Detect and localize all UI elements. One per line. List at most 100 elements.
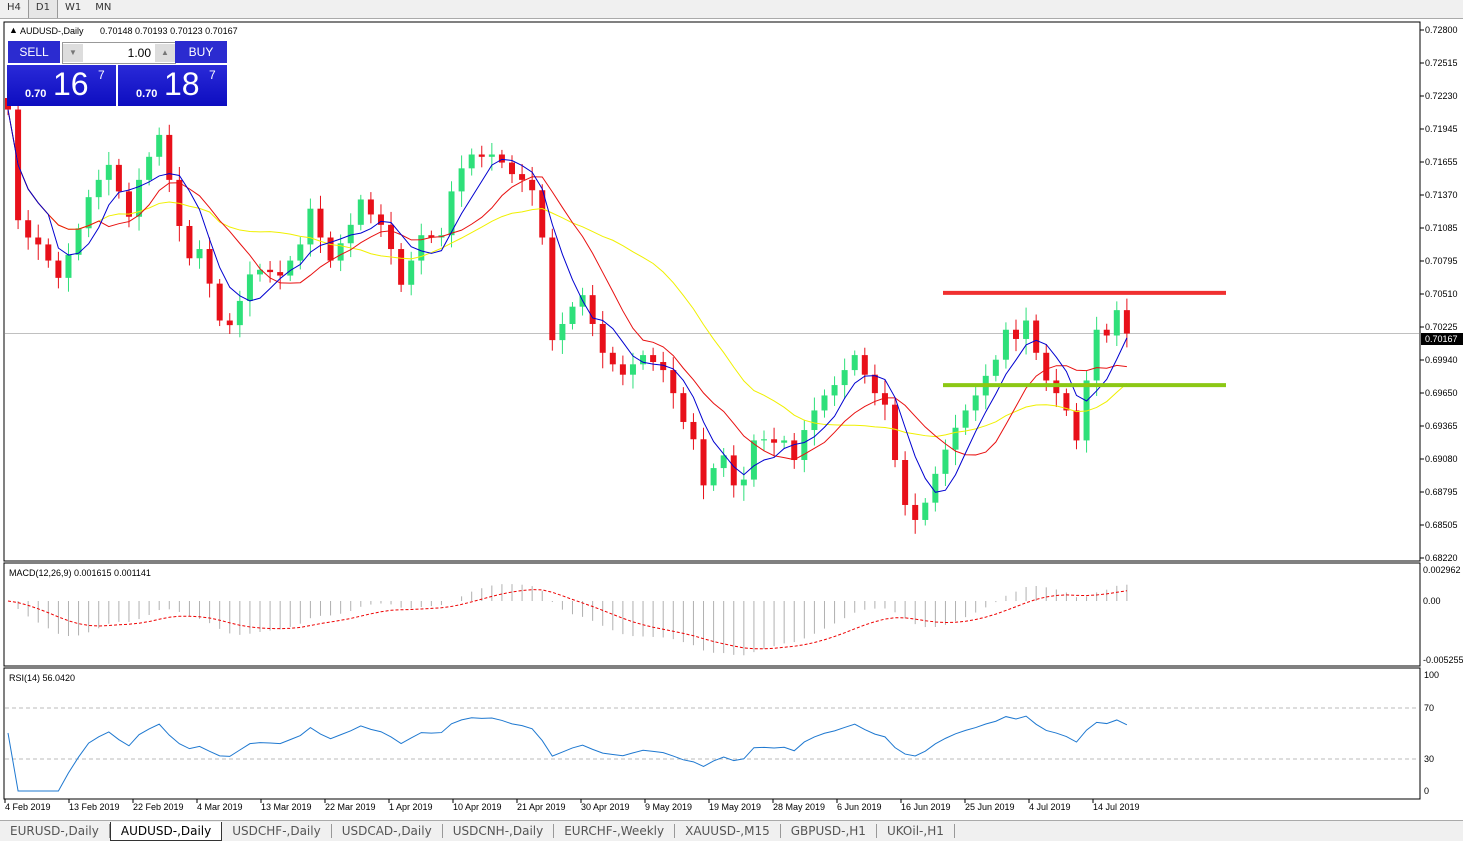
candle-body [831,385,838,396]
price-tick-label: 0.70225 [1425,322,1458,332]
chart-ohlc: 0.70148 0.70193 0.70123 0.70167 [100,26,238,36]
candle-body [609,352,616,365]
sell-button[interactable]: SELL [8,41,60,63]
price-tick-label: 0.71370 [1425,190,1458,200]
candle-body [861,355,868,375]
lot-size-input[interactable]: 1.00 [127,46,151,60]
symbol-tab[interactable]: USDCAD-,Daily [332,824,443,838]
candle-body [357,199,364,225]
candle-body [1073,410,1080,441]
candle-body [811,410,818,431]
candle-body [1123,310,1130,334]
symbol-tab[interactable]: XAUUSD-,M15 [675,824,781,838]
candle-body [105,164,112,180]
buy-price[interactable]: 0.70 18 7 [118,65,227,106]
symbol-tab[interactable]: USDCNH-,Daily [443,824,555,838]
candle-body [388,224,395,250]
macd-axis-label: 0.002962 [1423,565,1461,575]
candle-body [720,455,727,469]
candle-body [307,208,314,245]
price-tick-label: 0.69365 [1425,421,1458,431]
candle-body [559,323,566,341]
candle-body [509,162,515,175]
candle-body [468,154,475,169]
time-tick-label: 19 May 2019 [709,802,761,812]
candle-body [680,393,687,422]
current-price-tag [1421,333,1463,345]
candle-body [640,355,647,365]
candle-body [1093,329,1100,381]
candle-body [196,249,203,259]
ma-fast-line [7,109,1128,493]
candle-body [1103,329,1110,336]
symbol-tab[interactable]: GBPUSD-,H1 [781,824,877,838]
candle-body [327,237,334,261]
candle-body [629,364,636,375]
buy-price-pips: 18 [164,66,200,102]
candle-body [488,154,495,157]
increase-lot-icon[interactable]: ▲ [155,44,175,62]
candle-body [922,502,929,520]
tab-w1[interactable]: W1 [64,2,82,13]
time-tick-label: 25 Jun 2019 [965,802,1015,812]
symbol-tab[interactable]: UKOil-,H1 [877,824,955,838]
candle-body [821,395,828,411]
candle-body [267,269,274,273]
symbol-tab[interactable]: AUDUSD-,Daily [109,821,223,841]
tab-mn[interactable]: MN [95,2,112,13]
chart-symbol: AUDUSD-,Daily [20,26,84,36]
candle-body [136,179,143,217]
candle-body [45,244,52,261]
lot-size-stepper[interactable]: ▼ 1.00 ▲ [62,42,176,64]
price-tick-label: 0.69080 [1425,454,1458,464]
macd-label: MACD(12,26,9) 0.001615 0.001141 [9,568,151,578]
tab-h4[interactable]: H4 [7,2,21,13]
time-tick-label: 22 Mar 2019 [325,802,376,812]
rsi-axis-label: 0 [1424,786,1429,796]
candle-body [125,191,132,217]
candle-body [458,168,465,192]
one-click-trading-panel: SELL ▼ 1.00 ▲ BUY 0.70 16 7 0.70 18 7 [7,41,227,106]
candle-body [670,370,677,394]
sell-price-prefix: 0.70 [25,88,47,100]
collapse-triangle-icon[interactable]: ▲ [9,25,18,35]
sell-price[interactable]: 0.70 16 7 [7,65,116,106]
candle-body [871,374,878,394]
candle-body [771,439,778,443]
price-tick-label: 0.69940 [1425,355,1458,365]
buy-price-fraction: 7 [209,68,216,82]
candle-body [377,214,384,225]
buy-button[interactable]: BUY [175,41,227,63]
symbol-tab[interactable]: USDCHF-,Daily [222,824,332,838]
candle-body [992,359,999,376]
price-tick-label: 0.68795 [1425,487,1458,497]
price-tick-label: 0.70510 [1425,289,1458,299]
timeframe-toolbar: H4 D1 W1 MN [0,0,1463,19]
time-tick-label: 21 Apr 2019 [517,802,566,812]
macd-pane [3,562,1421,667]
decrease-lot-icon[interactable]: ▼ [63,44,83,62]
chart-canvas[interactable]: ▲ AUDUSD-,Daily 0.70148 0.70193 0.70123 … [0,0,1463,820]
rsi-axis-label: 70 [1424,703,1434,713]
candle-body [589,295,596,324]
time-tick-label: 28 May 2019 [773,802,825,812]
candle-body [25,220,32,238]
time-tick-label: 4 Feb 2019 [5,802,51,812]
candle-body [186,225,193,259]
candle-body [972,395,979,411]
time-tick-label: 6 Jun 2019 [837,802,882,812]
tab-d1[interactable]: D1 [27,0,58,18]
price-tick-label: 0.71945 [1425,124,1458,134]
symbol-tab[interactable]: EURCHF-,Weekly [554,824,676,838]
candle-body [1043,352,1050,381]
symbol-tab[interactable]: EURUSD-,Daily [0,824,110,838]
candle-body [216,283,223,321]
candle-body [1033,320,1040,353]
time-tick-label: 1 Apr 2019 [389,802,433,812]
time-tick-label: 16 Jun 2019 [901,802,951,812]
candle-body [599,323,606,353]
candle-body [166,134,173,180]
candle-body [529,179,536,191]
time-tick-label: 13 Mar 2019 [261,802,312,812]
candle-body [569,306,576,324]
